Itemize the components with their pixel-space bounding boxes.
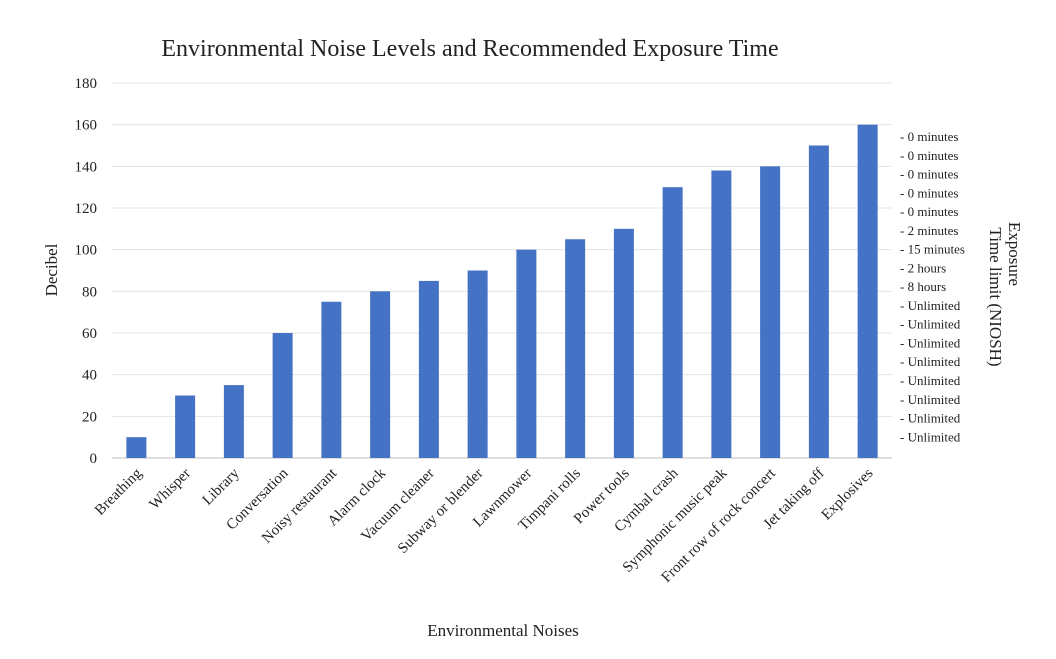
x-axis-title: Environmental Noises — [427, 621, 579, 640]
y-axis-ticks: 0 20 40 60 80 100 120 140 160 180 — [75, 76, 98, 467]
x-tick-label: Library — [200, 465, 243, 508]
bar — [565, 239, 586, 458]
bar — [321, 301, 342, 458]
exposure-label: - 0 minutes — [900, 129, 959, 144]
exposure-label: - Unlimited — [900, 354, 961, 369]
x-axis-categories: Breathing Whisper LibraryConversationNoisy… — [92, 465, 876, 586]
bar — [418, 280, 439, 458]
y-tick-label: 120 — [75, 201, 98, 217]
y-tick-label: 100 — [75, 243, 98, 259]
exposure-label: - Unlimited — [900, 298, 961, 313]
exposure-label: - Unlimited — [900, 335, 961, 350]
exposure-label: - 0 minutes — [900, 148, 959, 163]
exposure-label: - Unlimited — [900, 411, 961, 426]
bar — [370, 291, 391, 458]
y-tick-label: 160 — [75, 118, 98, 134]
x-tick-label: Subway or blender — [395, 466, 486, 557]
y-tick-label: 80 — [82, 284, 97, 300]
chart-title: Environmental Noise Levels and Recommend… — [161, 36, 778, 62]
bar — [857, 124, 878, 459]
exposure-label: - 15 minutes — [900, 242, 965, 257]
secondary-axis-title-line2: Time limit (NIOSH) — [986, 227, 1005, 366]
bar — [272, 333, 293, 458]
exposure-label: - 2 hours — [900, 260, 946, 275]
x-tick-label: Whisper — [147, 466, 194, 513]
x-tick-label: Breathing — [92, 465, 145, 518]
bar — [613, 228, 634, 458]
bar — [175, 395, 196, 458]
bar — [711, 170, 732, 458]
secondary-axis-title-line1: Exposure — [1005, 222, 1024, 286]
bar — [662, 187, 683, 458]
bars — [126, 124, 878, 459]
bar — [516, 249, 537, 458]
y-tick-label: 60 — [82, 326, 97, 342]
y-tick-label: 40 — [82, 368, 97, 384]
exposure-label: - 0 minutes — [900, 204, 959, 219]
exposure-label: - 0 minutes — [900, 185, 959, 200]
exposure-label: - 2 minutes — [900, 223, 959, 238]
bar — [760, 166, 781, 459]
exposure-label: - 8 hours — [900, 279, 946, 294]
bar — [467, 270, 488, 458]
bar — [223, 385, 244, 458]
exposure-label: - Unlimited — [900, 429, 961, 444]
bar — [808, 145, 829, 458]
y-tick-label: 0 — [90, 451, 98, 467]
exposure-label: - Unlimited — [900, 392, 961, 407]
y-tick-label: 180 — [75, 76, 98, 92]
exposure-time-labels: - 0 minutes - 0 minutes - 0 minutes - 0 min… — [900, 129, 965, 444]
exposure-label: - 0 minutes — [900, 167, 959, 182]
y-axis-title: Decibel — [42, 243, 61, 296]
exposure-label: - Unlimited — [900, 373, 961, 388]
exposure-label: - Unlimited — [900, 317, 961, 332]
x-tick-label: Explosives — [819, 465, 877, 523]
y-tick-label: 20 — [82, 409, 97, 425]
y-tick-label: 140 — [75, 159, 98, 175]
bar — [126, 437, 147, 458]
